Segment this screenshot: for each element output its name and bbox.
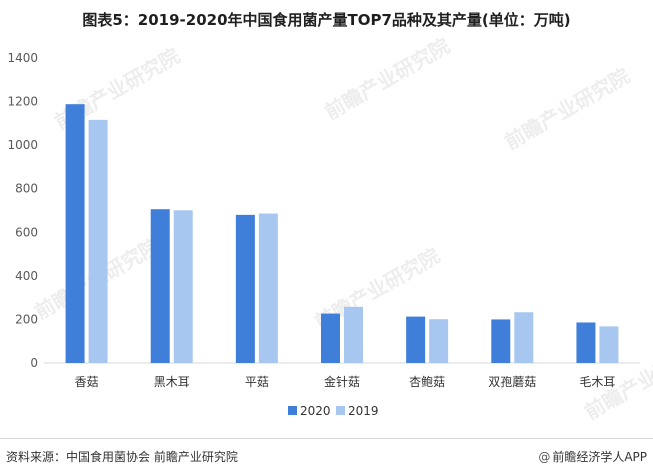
bar-2019-杏鲍菇 [429, 319, 449, 363]
bar-2019-毛木耳 [599, 326, 619, 363]
x-tick-label: 双孢蘑菇 [488, 375, 536, 389]
bar-2019-平菇 [258, 213, 278, 363]
x-tick-label: 毛木耳 [579, 375, 615, 389]
x-tick-label: 香菇 [75, 375, 99, 389]
legend-label: 2020 [300, 404, 331, 418]
y-tick-label: 1200 [7, 95, 38, 109]
bar-2019-黑木耳 [173, 210, 193, 363]
bar-2020-香菇 [65, 104, 85, 363]
watermark: 前瞻产业研究院 [501, 64, 634, 155]
chart-title: 图表5：2019-2020年中国食用菌产量TOP7品种及其产量(单位：万吨) [82, 11, 571, 29]
bar-2020-金针菇 [321, 313, 340, 363]
y-tick-label: 600 [15, 225, 38, 239]
source-note: 资料来源：中国食用菌协会 前瞻产业研究院 [6, 450, 238, 464]
legend-label: 2019 [348, 404, 379, 418]
brand: @ 前瞻经济学人APP [538, 448, 647, 465]
brand-logo-icon: @ [538, 450, 551, 464]
y-tick-label: 200 [15, 312, 38, 326]
x-tick-label: 平菇 [245, 375, 269, 389]
y-tick-label: 1400 [7, 51, 38, 65]
bar-2020-平菇 [235, 214, 255, 363]
bar-2019-金针菇 [344, 306, 363, 363]
y-tick-label: 400 [15, 269, 38, 283]
y-tick-label: 1000 [7, 138, 38, 152]
brand-name: 前瞻经济学人APP [552, 450, 647, 464]
bar-2020-双孢蘑菇 [491, 319, 511, 363]
bar-chart: 前瞻产业研究院前瞻产业研究院前瞻产业研究院前瞻产业研究院前瞻产业研究院前瞻产业研… [7, 34, 653, 425]
footer: 资料来源：中国食用菌协会 前瞻产业研究院 @ 前瞻经济学人APP [0, 438, 653, 471]
legend-swatch-2019 [336, 406, 345, 415]
bar-2020-黑木耳 [150, 209, 170, 363]
bar-2019-双孢蘑菇 [514, 312, 534, 363]
bar-2020-杏鲍菇 [406, 316, 426, 363]
legend-swatch-2020 [288, 406, 297, 415]
x-tick-label: 金针菇 [324, 374, 360, 389]
y-tick-label: 800 [15, 182, 38, 196]
x-tick-label: 杏鲍菇 [409, 375, 445, 389]
watermark: 前瞻产业研究院 [321, 34, 454, 125]
y-tick-label: 0 [30, 356, 38, 370]
x-tick-label: 黑木耳 [154, 375, 190, 389]
bar-2019-香菇 [88, 119, 108, 363]
bar-2020-毛木耳 [576, 322, 596, 363]
